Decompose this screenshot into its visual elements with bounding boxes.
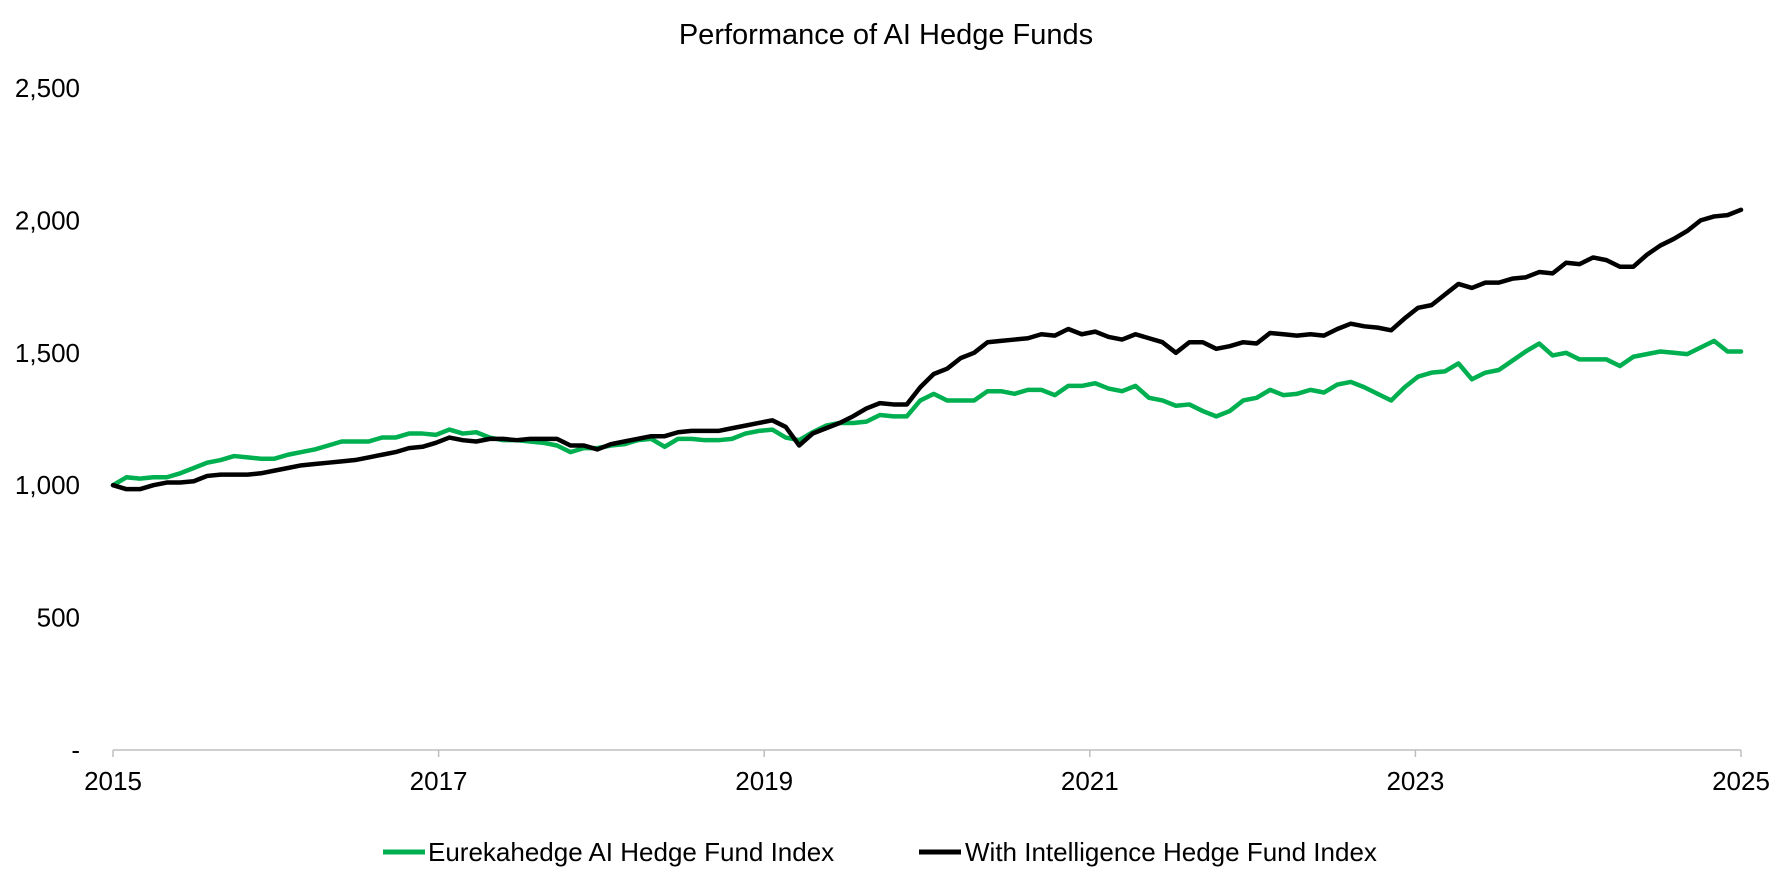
y-tick-label: 2,000 [15,205,80,235]
y-tick-label: 1,000 [15,470,80,500]
series-line-0 [110,338,1744,488]
x-axis: 2015 2017 2019 2021 2023 2025 [84,749,1770,796]
chart-title: Performance of AI Hedge Funds [679,19,1093,51]
series-layer [110,207,1744,492]
y-tick-label: - [71,735,80,765]
legend-label-0: Eurekahedge AI Hedge Fund Index [428,837,834,867]
y-tick-label: 1,500 [15,338,80,368]
y-axis: - 500 1,000 1,500 2,000 2,500 [15,73,80,765]
x-tick-label: 2025 [1712,766,1770,796]
x-tick-label: 2023 [1386,766,1444,796]
legend: Eurekahedge AI Hedge Fund Index With Inte… [383,837,1377,867]
legend-label-1: With Intelligence Hedge Fund Index [965,837,1377,867]
y-tick-label: 2,500 [15,73,80,103]
series-line-1 [110,207,1744,492]
y-tick-label: 500 [37,603,80,633]
x-tick-label: 2019 [735,766,793,796]
x-tick-label: 2021 [1061,766,1119,796]
x-tick-label: 2015 [84,766,142,796]
x-tick-label: 2017 [410,766,468,796]
